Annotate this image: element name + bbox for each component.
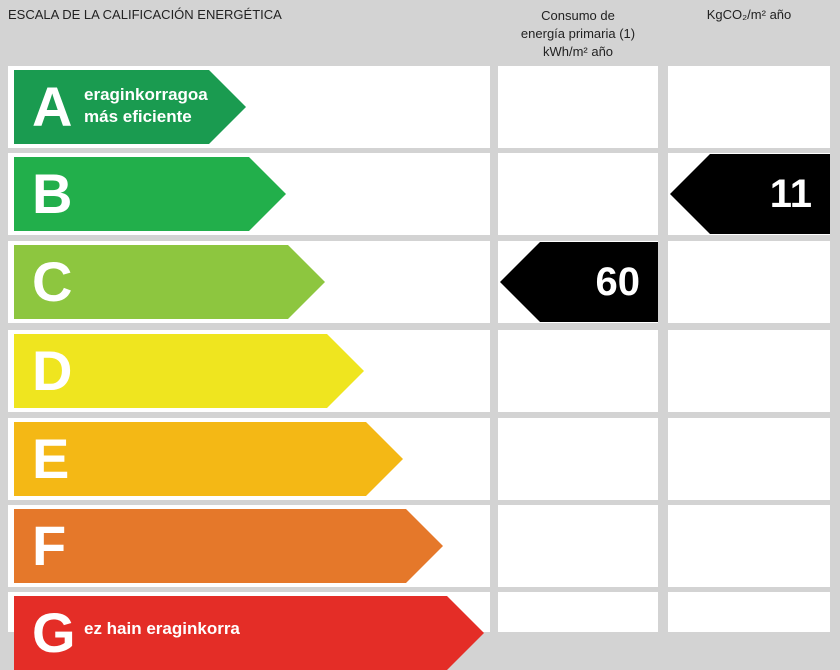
rating-arrow-c: C [14, 245, 325, 319]
emissions-cell [668, 505, 830, 587]
emissions-value-indicator: 11 [670, 154, 830, 234]
energy-column-header: Consumo de energía primaria (1) kWh/m² a… [498, 7, 658, 61]
rating-arrow-f: F [14, 509, 443, 583]
emissions-column-header: KgCO₂/m² año [706, 7, 792, 22]
energy-cell [498, 505, 658, 587]
rating-label: ez hain eraginkorra [84, 619, 240, 638]
rating-arrow-b: B [14, 157, 286, 231]
rating-letter: D [32, 339, 73, 402]
rating-letter: B [32, 162, 73, 225]
energy-cell [498, 592, 658, 632]
header-line: Consumo de [541, 8, 615, 23]
rating-letter: E [32, 427, 70, 490]
rating-arrow-d: D [14, 334, 364, 408]
emissions-cell [668, 418, 830, 500]
energy-cell [498, 330, 658, 412]
header-line: energía primaria (1) [520, 26, 636, 41]
energy-cell [498, 418, 658, 500]
rating-letter: F [32, 514, 67, 577]
rating-letter: A [32, 75, 73, 138]
rating-arrow-e: E [14, 422, 403, 496]
energy-cell [498, 66, 658, 148]
rating-letter: G [32, 601, 76, 664]
rating-letter: C [32, 250, 73, 313]
scale-title: ESCALA DE LA CALIFICACIÓN ENERGÉTICA [8, 7, 282, 22]
emissions-cell [668, 330, 830, 412]
emissions-cell [668, 592, 830, 632]
rating-label: eraginkorragoa [84, 85, 208, 104]
header-line: kWh/m² año [542, 44, 614, 59]
rating-label: más eficiente [84, 107, 192, 126]
energy-cell [498, 153, 658, 235]
emissions-cell [668, 66, 830, 148]
emissions-cell [668, 241, 830, 323]
